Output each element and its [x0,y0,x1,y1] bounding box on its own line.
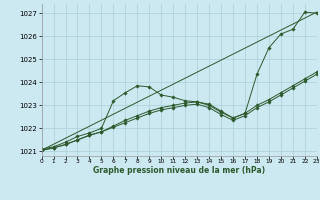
X-axis label: Graphe pression niveau de la mer (hPa): Graphe pression niveau de la mer (hPa) [93,166,265,175]
